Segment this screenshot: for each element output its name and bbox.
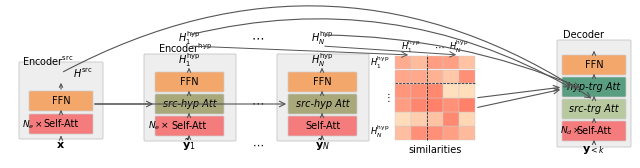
Bar bbox=[411, 70, 426, 83]
FancyBboxPatch shape bbox=[562, 55, 626, 75]
Text: Self-Att: Self-Att bbox=[172, 121, 207, 131]
Bar bbox=[459, 112, 474, 126]
Text: FFN: FFN bbox=[585, 60, 604, 70]
Bar bbox=[443, 70, 458, 83]
Text: FFN: FFN bbox=[52, 96, 70, 106]
FancyBboxPatch shape bbox=[19, 62, 103, 139]
Bar bbox=[395, 55, 410, 69]
Bar bbox=[427, 70, 442, 83]
FancyBboxPatch shape bbox=[288, 94, 357, 114]
Text: hyp-trg Att: hyp-trg Att bbox=[568, 82, 621, 92]
FancyBboxPatch shape bbox=[144, 54, 236, 141]
Bar bbox=[443, 126, 458, 140]
Text: $H^{\rm hyp}_1$: $H^{\rm hyp}_1$ bbox=[401, 39, 420, 55]
Bar bbox=[395, 84, 410, 97]
Text: src-hyp Att: src-hyp Att bbox=[163, 99, 216, 109]
Bar bbox=[427, 98, 442, 112]
Text: Decoder: Decoder bbox=[563, 30, 604, 40]
Bar bbox=[427, 84, 442, 97]
Bar bbox=[411, 84, 426, 97]
Text: $\cdots$: $\cdots$ bbox=[252, 140, 264, 150]
Bar bbox=[395, 98, 410, 112]
FancyBboxPatch shape bbox=[562, 121, 626, 141]
Text: src-trg Att: src-trg Att bbox=[569, 104, 619, 114]
Text: src-hyp Att: src-hyp Att bbox=[296, 99, 349, 109]
Bar bbox=[443, 98, 458, 112]
Bar bbox=[427, 112, 442, 126]
Bar bbox=[443, 112, 458, 126]
Text: $H^{\rm hyp}_1$: $H^{\rm hyp}_1$ bbox=[371, 55, 390, 71]
Text: Self-Att: Self-Att bbox=[44, 119, 79, 129]
Text: $\mathbf{x}$: $\mathbf{x}$ bbox=[56, 140, 65, 150]
FancyBboxPatch shape bbox=[29, 91, 93, 111]
FancyBboxPatch shape bbox=[557, 40, 631, 147]
Bar bbox=[443, 55, 458, 69]
Text: similarities: similarities bbox=[408, 145, 461, 155]
FancyBboxPatch shape bbox=[288, 72, 357, 92]
Bar bbox=[411, 112, 426, 126]
FancyBboxPatch shape bbox=[562, 99, 626, 119]
Text: $\cdots$: $\cdots$ bbox=[252, 32, 264, 45]
Text: FFN: FFN bbox=[313, 77, 332, 87]
Bar bbox=[395, 70, 410, 83]
FancyBboxPatch shape bbox=[562, 77, 626, 97]
Bar bbox=[411, 98, 426, 112]
Bar bbox=[443, 84, 458, 97]
Bar bbox=[411, 55, 426, 69]
Bar bbox=[459, 84, 474, 97]
Bar bbox=[459, 98, 474, 112]
Text: $\cdots$: $\cdots$ bbox=[434, 42, 444, 52]
Text: $H^{\rm hyp}_N$: $H^{\rm hyp}_N$ bbox=[311, 51, 333, 69]
Bar bbox=[395, 112, 410, 126]
Bar bbox=[395, 126, 410, 140]
Bar bbox=[459, 126, 474, 140]
Text: $\tilde{\mathbf{y}}_N$: $\tilde{\mathbf{y}}_N$ bbox=[314, 137, 330, 153]
Text: $\cdots$: $\cdots$ bbox=[252, 96, 264, 110]
FancyBboxPatch shape bbox=[288, 116, 357, 136]
FancyBboxPatch shape bbox=[155, 116, 224, 136]
Text: Encoder$^{\rm hyp}$: Encoder$^{\rm hyp}$ bbox=[158, 41, 212, 55]
Text: $H^{\rm hyp}_N$: $H^{\rm hyp}_N$ bbox=[449, 39, 468, 55]
Bar bbox=[459, 70, 474, 83]
Text: Encoder$^{\rm src}$: Encoder$^{\rm src}$ bbox=[22, 54, 74, 68]
FancyBboxPatch shape bbox=[155, 72, 224, 92]
Text: $H^{\rm src}$: $H^{\rm src}$ bbox=[73, 67, 93, 80]
FancyBboxPatch shape bbox=[155, 94, 224, 114]
Bar bbox=[459, 55, 474, 69]
Text: $N_d\times$: $N_d\times$ bbox=[560, 125, 581, 137]
Text: $\mathbf{y}_{<k}$: $\mathbf{y}_{<k}$ bbox=[582, 144, 606, 156]
Text: $H^{\rm hyp}_1$: $H^{\rm hyp}_1$ bbox=[178, 29, 200, 47]
Text: $N_e\times$: $N_e\times$ bbox=[148, 120, 169, 132]
Text: Self-Att: Self-Att bbox=[577, 126, 612, 136]
Text: FFN: FFN bbox=[180, 77, 199, 87]
Text: Self-Att: Self-Att bbox=[305, 121, 340, 131]
Text: $N_e\times$: $N_e\times$ bbox=[22, 119, 43, 131]
FancyBboxPatch shape bbox=[29, 114, 93, 134]
Text: $H^{\rm hyp}_N$: $H^{\rm hyp}_N$ bbox=[371, 124, 390, 140]
Text: $\vdots$: $\vdots$ bbox=[383, 91, 390, 104]
Bar bbox=[427, 55, 442, 69]
Bar bbox=[427, 126, 442, 140]
Text: $H^{\rm hyp}_1$: $H^{\rm hyp}_1$ bbox=[178, 51, 200, 69]
Text: $H^{\rm hyp}_N$: $H^{\rm hyp}_N$ bbox=[311, 29, 333, 47]
FancyBboxPatch shape bbox=[277, 54, 369, 141]
Text: $\tilde{\mathbf{y}}_1$: $\tilde{\mathbf{y}}_1$ bbox=[182, 137, 196, 153]
Bar bbox=[411, 126, 426, 140]
